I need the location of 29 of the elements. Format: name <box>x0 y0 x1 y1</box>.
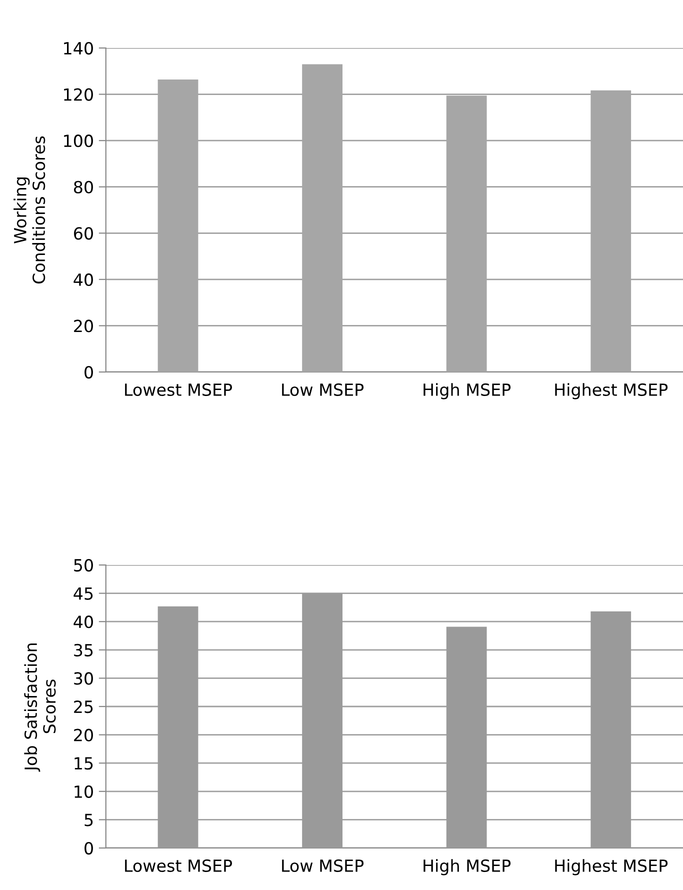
x-tick-label: High MSEP <box>424 383 511 400</box>
x-tick-label: High MSEP <box>424 859 511 876</box>
y-tick-label: 45 <box>74 587 93 600</box>
y-tick-label: 40 <box>74 616 93 628</box>
y-tick-label: 140 <box>64 42 93 55</box>
y-tick-label: 60 <box>74 227 93 240</box>
y-tick-label: 20 <box>74 728 93 742</box>
y-axis-title: Job Satisfaction Scores <box>24 644 56 772</box>
y-tick-label: 15 <box>74 757 93 770</box>
x-tick-label: Highest MSEP <box>555 383 668 400</box>
y-tick-label: 20 <box>74 320 93 332</box>
y-tick-label: 0 <box>84 842 93 855</box>
y-tick-label: 5 <box>84 814 93 826</box>
x-tick-label: Lowest MSEP <box>125 383 232 396</box>
y-tick-label: 35 <box>74 644 93 656</box>
x-tick-label: Highest MSEP <box>555 859 668 876</box>
x-tick-label: Low MSEP <box>282 383 364 396</box>
y-tick-label: 40 <box>74 273 93 286</box>
y-tick-label: 10 <box>74 785 93 798</box>
y-tick-label: 50 <box>74 558 93 572</box>
y-tick-label: 80 <box>74 180 93 194</box>
y-tick-label: 0 <box>84 366 93 379</box>
y-tick-label: 30 <box>74 672 93 685</box>
x-tick-label: Lowest MSEP <box>125 859 232 872</box>
y-tick-label: 120 <box>64 88 93 101</box>
y-tick-label: 25 <box>74 700 93 714</box>
y-axis-title: Working Conditions Scores <box>14 136 46 284</box>
x-tick-label: Low MSEP <box>282 859 364 872</box>
y-tick-label: 100 <box>64 134 93 148</box>
